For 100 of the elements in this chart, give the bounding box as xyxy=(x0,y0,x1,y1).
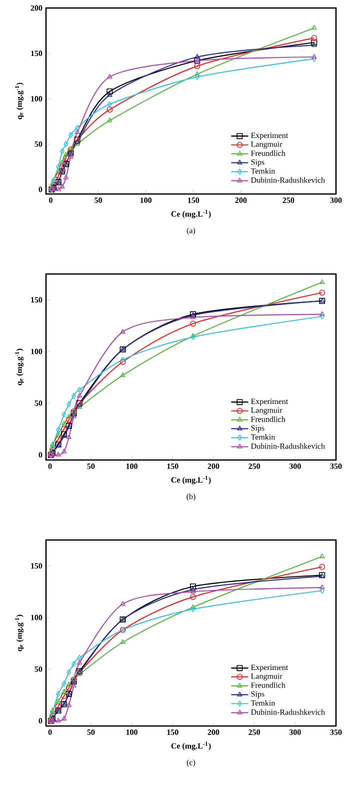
point xyxy=(190,333,196,338)
point xyxy=(66,416,72,423)
y-tick-label: 0 xyxy=(38,186,42,192)
point xyxy=(59,164,66,170)
y-tick-label: 100 xyxy=(31,614,42,620)
point xyxy=(56,452,61,457)
point xyxy=(120,328,126,334)
legend-label: Dubinin-Radushkevich xyxy=(251,443,325,449)
legend-label: Temkin xyxy=(250,700,275,706)
point xyxy=(66,401,72,408)
legend-label: Experiment xyxy=(251,664,288,672)
x-tick-label: 200 xyxy=(208,730,220,735)
x-tick-label: 50 xyxy=(87,730,95,735)
legend-label: Sips xyxy=(251,159,264,166)
point xyxy=(190,334,196,340)
x-tick-label: 150 xyxy=(167,730,178,735)
point xyxy=(63,152,69,157)
point xyxy=(190,606,196,612)
x-axis-title: Ce (mg.L$^{-1}$) xyxy=(171,742,211,750)
point xyxy=(194,63,200,70)
x-axis-title: Ce (mg.L$^{-1}$) xyxy=(171,476,211,484)
legend-label: Langmuir xyxy=(251,673,282,680)
legend-label: Freundlich xyxy=(251,682,286,688)
point xyxy=(60,148,65,154)
legend-label: Freundlich xyxy=(251,150,286,156)
point xyxy=(76,660,82,665)
point xyxy=(56,718,61,723)
x-tick-label: 0 xyxy=(48,464,52,469)
y-tick-label: 150 xyxy=(31,297,42,303)
point xyxy=(120,639,126,644)
text: (b) xyxy=(186,494,196,501)
point xyxy=(190,320,196,327)
point xyxy=(107,74,112,79)
x-tick-label: 50 xyxy=(87,464,95,469)
point xyxy=(71,660,76,667)
point xyxy=(61,688,67,694)
x-tick-label: 350 xyxy=(330,730,342,735)
point xyxy=(106,88,113,94)
x-tick-label: 200 xyxy=(208,464,220,469)
point xyxy=(77,654,82,661)
point xyxy=(194,71,200,76)
point xyxy=(61,716,67,720)
legend-label: Freundlich xyxy=(251,416,286,422)
point xyxy=(55,172,62,179)
point xyxy=(66,414,72,418)
point xyxy=(56,698,61,703)
point xyxy=(107,118,112,122)
point xyxy=(60,693,67,700)
point xyxy=(60,159,65,164)
point xyxy=(120,372,126,377)
point xyxy=(50,444,55,450)
point xyxy=(62,680,66,687)
legend-label: Sips xyxy=(251,425,264,432)
x-tick-label: 350 xyxy=(330,464,342,469)
legend-label: Dubinin-Radushkevich xyxy=(251,709,325,715)
point xyxy=(61,448,67,454)
point xyxy=(60,184,65,188)
x-tick-label: 100 xyxy=(126,730,138,735)
x-tick-label: 250 xyxy=(248,730,260,735)
point xyxy=(66,682,72,686)
point xyxy=(120,601,126,606)
legend-label: Temkin xyxy=(250,168,275,174)
point xyxy=(194,54,200,59)
x-tick-label: 250 xyxy=(248,464,260,469)
point xyxy=(56,168,62,174)
point xyxy=(50,441,56,446)
point xyxy=(56,164,61,170)
y-tick-label: 0 xyxy=(38,452,42,458)
point xyxy=(50,707,56,712)
x-tick-label: 150 xyxy=(167,464,178,469)
point xyxy=(66,684,72,691)
point xyxy=(55,436,62,442)
y-tick-label: 100 xyxy=(31,96,42,102)
point xyxy=(75,124,80,131)
legend-label: Experiment xyxy=(251,398,288,406)
text: (c) xyxy=(186,760,196,767)
point xyxy=(71,682,76,688)
point xyxy=(50,710,55,716)
point xyxy=(77,386,82,393)
y-tick-label: 50 xyxy=(34,666,42,672)
point xyxy=(190,583,196,590)
legend-label: Langmuir xyxy=(251,407,282,414)
x-tick-label: 0 xyxy=(48,730,52,735)
legend-label: Experiment xyxy=(251,132,288,140)
point xyxy=(68,154,74,159)
point xyxy=(190,604,196,609)
x-tick-label: 300 xyxy=(289,730,301,735)
point xyxy=(71,392,76,399)
y-tick-label: 100 xyxy=(31,348,42,354)
point xyxy=(106,106,113,113)
point xyxy=(62,412,66,418)
point xyxy=(55,703,62,710)
point xyxy=(56,186,62,192)
point xyxy=(194,74,200,80)
point xyxy=(63,174,69,180)
point xyxy=(62,154,69,161)
point xyxy=(68,146,74,150)
y-axis-title: q$_{e}$ (mg.g$^{-1}$) xyxy=(15,348,24,386)
point xyxy=(56,690,61,697)
point xyxy=(66,669,72,676)
